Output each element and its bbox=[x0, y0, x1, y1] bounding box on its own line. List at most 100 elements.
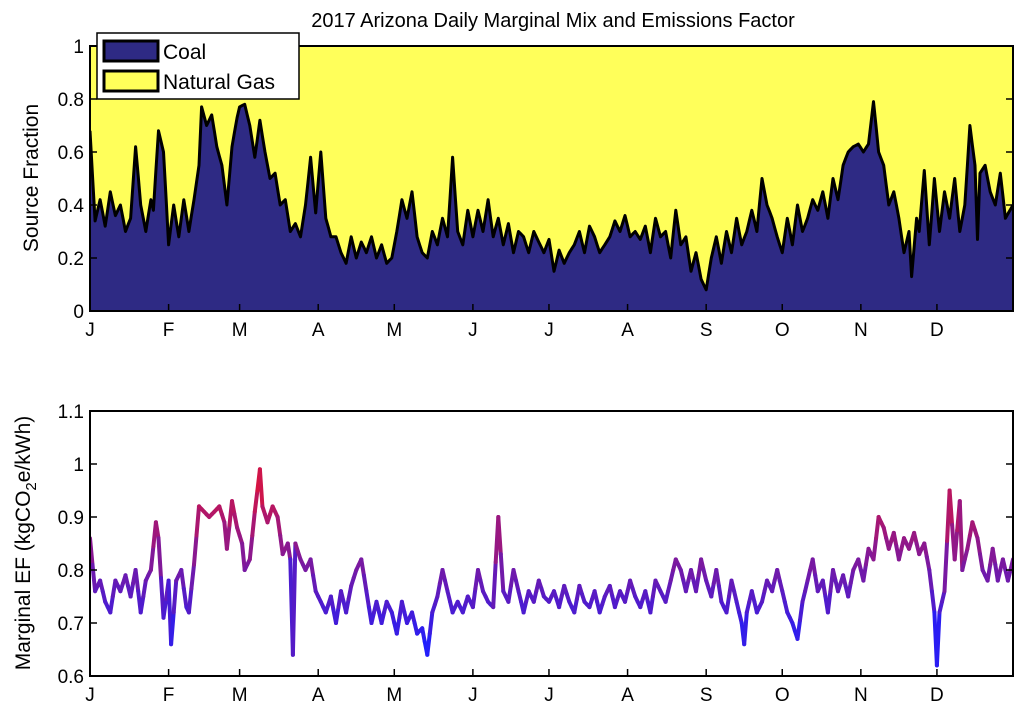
ef-segment bbox=[985, 562, 993, 583]
ef-segment bbox=[810, 557, 818, 578]
ef-segment bbox=[252, 488, 260, 514]
top-y-axis-label: Source Fraction bbox=[20, 104, 43, 252]
ef-segment bbox=[825, 589, 833, 615]
top-x-tick-label: A bbox=[621, 320, 634, 341]
ef-segment bbox=[470, 586, 478, 610]
top-y-tick-label: 1 bbox=[73, 37, 84, 58]
chart-title: 2017 Arizona Daily Marginal Mix and Emis… bbox=[311, 10, 795, 32]
top-y-ticks: 0 0.2 0.4 0.6 0.8 1 bbox=[58, 37, 1013, 323]
ef-segment bbox=[572, 597, 579, 615]
ef-segment bbox=[247, 533, 255, 562]
bottom-x-tick-label: S bbox=[700, 685, 713, 706]
bottom-y-tick-label: 1 bbox=[73, 455, 84, 476]
ef-segment bbox=[709, 581, 716, 599]
ef-segment bbox=[990, 546, 998, 567]
ef-segment bbox=[724, 594, 731, 615]
bottom-x-tick-label: O bbox=[775, 685, 790, 706]
ef-segment bbox=[232, 512, 240, 530]
ef-segment bbox=[290, 541, 298, 657]
ef-segment bbox=[334, 605, 341, 625]
bottom-y-tick-label: 1.1 bbox=[58, 402, 84, 423]
ef-segment bbox=[927, 568, 934, 594]
legend: Coal Natural Gas bbox=[96, 32, 300, 100]
bottom-x-tick-label: A bbox=[621, 685, 634, 706]
ef-segment bbox=[978, 552, 985, 572]
top-x-tick-label: D bbox=[930, 320, 944, 341]
bottom-y-axis-label: Marginal EF (kgCO2e/kWh) bbox=[12, 416, 40, 671]
bottom-x-tick-label: J bbox=[468, 685, 478, 706]
ef-segment bbox=[820, 578, 828, 599]
ef-segment bbox=[795, 618, 802, 641]
top-x-tick-label: J bbox=[544, 320, 554, 341]
top-y-tick-label: 0.6 bbox=[58, 143, 84, 164]
ef-segment bbox=[90, 562, 98, 594]
ef-segment bbox=[716, 583, 724, 604]
ef-segment bbox=[648, 594, 655, 615]
bottom-x-tick-label: J bbox=[544, 685, 554, 706]
top-x-tick-label: S bbox=[700, 320, 713, 341]
bottom-x-tick-label: D bbox=[930, 685, 944, 706]
ef-segment bbox=[742, 610, 749, 647]
ef-segment bbox=[714, 568, 721, 588]
ef-segment bbox=[361, 573, 369, 594]
ylabel-end: e/kWh) bbox=[12, 416, 35, 483]
top-x-tick-label: F bbox=[163, 320, 175, 341]
ef-segment bbox=[141, 578, 148, 599]
ef-segment bbox=[153, 520, 161, 541]
ef-segment bbox=[192, 533, 199, 567]
ef-segment bbox=[420, 626, 427, 644]
top-x-tick-label: J bbox=[85, 320, 95, 341]
ef-segment bbox=[694, 573, 701, 594]
bottom-y-tick-label: 0.7 bbox=[58, 614, 84, 635]
ef-segment bbox=[957, 499, 965, 572]
top-x-tick-label: A bbox=[312, 320, 325, 341]
ylabel-main: Marginal EF (kgCO bbox=[12, 491, 35, 671]
ylabel-subscript: 2 bbox=[23, 482, 40, 490]
ef-segment bbox=[148, 544, 156, 572]
bottom-x-tick-label: F bbox=[163, 685, 175, 706]
ef-segment bbox=[169, 610, 176, 647]
top-y-tick-label: 0.4 bbox=[58, 196, 85, 217]
ef-segment bbox=[257, 467, 265, 509]
top-x-tick-label: J bbox=[468, 320, 478, 341]
top-plot-frame bbox=[89, 45, 1014, 312]
ef-segment bbox=[181, 586, 189, 610]
legend-label-natural-gas: Natural Gas bbox=[163, 71, 275, 94]
ef-segment bbox=[427, 610, 435, 636]
ef-segment bbox=[947, 488, 955, 527]
ef-segment bbox=[156, 536, 163, 580]
ef-segment bbox=[394, 615, 402, 636]
top-y-tick-label: 0 bbox=[73, 302, 84, 323]
ef-segment bbox=[891, 530, 899, 549]
ef-segment bbox=[496, 515, 503, 557]
ef-segment bbox=[171, 578, 179, 615]
bottom-y-tick-label: 0.9 bbox=[58, 508, 84, 529]
ef-segment bbox=[285, 541, 293, 562]
bottom-plot-frame bbox=[89, 410, 1014, 677]
ef-segment bbox=[871, 536, 879, 562]
ef-segment bbox=[359, 557, 366, 578]
ef-segment bbox=[798, 599, 805, 623]
ef-segment bbox=[922, 541, 929, 559]
ef-segment bbox=[194, 504, 201, 538]
top-x-tick-label: M bbox=[386, 320, 402, 341]
ef-segment bbox=[942, 538, 950, 594]
top-y-tick-label: 0.8 bbox=[58, 90, 84, 111]
ef-segment bbox=[848, 568, 856, 586]
ef-segment bbox=[161, 597, 169, 620]
bottom-y-ticks: 0.6 0.7 0.8 0.9 1 1.1 bbox=[58, 402, 1013, 688]
ef-segment bbox=[924, 554, 932, 572]
ef-segment bbox=[975, 536, 982, 557]
ef-segment bbox=[498, 552, 506, 594]
ef-series bbox=[90, 467, 1013, 668]
bottom-x-tick-label: A bbox=[312, 685, 325, 706]
ef-segment bbox=[240, 541, 247, 572]
ef-segment bbox=[506, 583, 513, 604]
ef-segment bbox=[929, 589, 937, 615]
ef-segment bbox=[965, 533, 972, 551]
top-y-tick-label: 0.2 bbox=[58, 249, 84, 270]
bottom-x-tick-label: M bbox=[232, 685, 248, 706]
ef-segment bbox=[435, 581, 442, 599]
